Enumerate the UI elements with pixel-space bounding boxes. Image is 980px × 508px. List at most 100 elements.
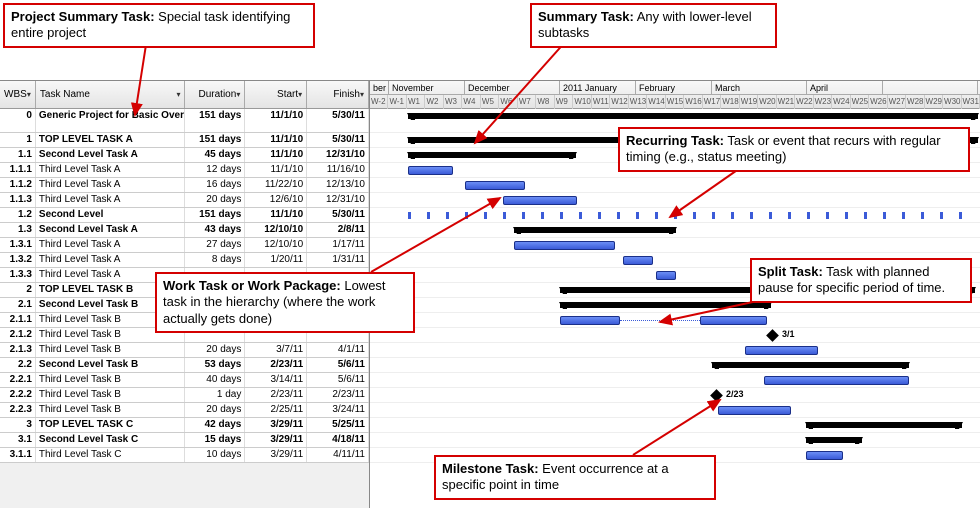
summary-bar[interactable] xyxy=(806,437,862,443)
summary-bar[interactable] xyxy=(560,302,771,308)
cell-start: 11/1/10 xyxy=(245,163,307,177)
table-row[interactable]: 1.2Second Level151 days11/1/105/30/11 xyxy=(0,208,369,223)
cell-wbs: 1.3.3 xyxy=(0,268,36,282)
cell-wbs: 2.2.2 xyxy=(0,388,36,402)
cell-wbs: 2.1 xyxy=(0,298,36,312)
work-bar[interactable] xyxy=(503,196,577,205)
work-bar[interactable] xyxy=(806,451,843,460)
timescale-month: April xyxy=(807,81,883,94)
table-row[interactable]: 3.1Second Level Task C15 days3/29/114/18… xyxy=(0,433,369,448)
work-bar[interactable] xyxy=(560,316,620,325)
timescale: berNovemberDecember2011 JanuaryFebruaryM… xyxy=(370,81,980,109)
timescale-week: W17 xyxy=(703,95,721,109)
callout-recurring: Recurring Task: Task or event that recur… xyxy=(618,127,970,172)
recurring-tick xyxy=(579,212,582,219)
table-row[interactable]: 3.1.1Third Level Task C10 days3/29/114/1… xyxy=(0,448,369,463)
cell-wbs: 2.1.1 xyxy=(0,313,36,327)
cell-start: 1/20/11 xyxy=(245,253,307,267)
table-row[interactable]: 2.2.1Third Level Task B40 days3/14/115/6… xyxy=(0,373,369,388)
cell-start: 3/29/11 xyxy=(245,418,307,432)
table-row[interactable]: 3TOP LEVEL TASK C42 days3/29/115/25/11 xyxy=(0,418,369,433)
col-header-name[interactable]: Task Name▾ xyxy=(36,81,186,108)
milestone-label: 2/23 xyxy=(726,389,744,399)
timescale-week: W6 xyxy=(499,95,517,109)
timescale-week: W4 xyxy=(462,95,480,109)
summary-bar[interactable] xyxy=(806,422,962,428)
gantt-row xyxy=(370,343,980,358)
cell-start: 11/1/10 xyxy=(245,148,307,162)
table-row[interactable]: 1.3.1Third Level Task A27 days12/10/101/… xyxy=(0,238,369,253)
table-row[interactable]: 2.2.3Third Level Task B20 days2/25/113/2… xyxy=(0,403,369,418)
cell-wbs: 1.3.1 xyxy=(0,238,36,252)
cell-wbs: 1.1 xyxy=(0,148,36,162)
table-row[interactable]: 1.1.1Third Level Task A12 days11/1/1011/… xyxy=(0,163,369,178)
summary-bar[interactable] xyxy=(712,362,909,368)
cell-name: Second Level Task C xyxy=(36,433,186,447)
col-header-finish[interactable]: Finish▾ xyxy=(307,81,369,108)
cell-wbs: 1.2 xyxy=(0,208,36,222)
col-start-label: Start xyxy=(277,89,298,100)
cell-name: Third Level Task A xyxy=(36,253,186,267)
col-header-wbs[interactable]: WBS▾ xyxy=(0,81,36,108)
work-bar[interactable] xyxy=(623,256,653,265)
table-row[interactable]: 1.1Second Level Task A45 days11/1/1012/3… xyxy=(0,148,369,163)
callout-work-package: Work Task or Work Package: Lowest task i… xyxy=(155,272,415,333)
work-bar[interactable] xyxy=(718,406,791,415)
callout-milestone: Milestone Task: Event occurrence at a sp… xyxy=(434,455,716,500)
recurring-tick xyxy=(427,212,430,219)
work-bar[interactable] xyxy=(514,241,615,250)
cell-finish: 1/17/11 xyxy=(307,238,369,252)
cell-wbs: 3 xyxy=(0,418,36,432)
timescale-month: December xyxy=(465,81,560,94)
cell-wbs: 2.1.2 xyxy=(0,328,36,342)
cell-name: Third Level Task B xyxy=(36,373,186,387)
table-row[interactable]: 2.2.2Third Level Task B1 day2/23/112/23/… xyxy=(0,388,369,403)
cell-start: 11/1/10 xyxy=(245,208,307,222)
recurring-tick xyxy=(465,212,468,219)
summary-bar[interactable] xyxy=(408,113,978,119)
table-row[interactable]: 1TOP LEVEL TASK A151 days11/1/105/30/11 xyxy=(0,133,369,148)
table-row[interactable]: 1.1.2Third Level Task A16 days11/22/1012… xyxy=(0,178,369,193)
table-row[interactable]: 2.2Second Level Task B53 days2/23/115/6/… xyxy=(0,358,369,373)
cell-duration: 15 days xyxy=(185,433,245,447)
work-bar[interactable] xyxy=(465,181,525,190)
callout-title: Work Task or Work Package: xyxy=(163,278,341,293)
cell-start: 11/1/10 xyxy=(245,133,307,147)
work-bar[interactable] xyxy=(700,316,767,325)
col-header-duration[interactable]: Duration▾ xyxy=(185,81,245,108)
cell-wbs: 3.1.1 xyxy=(0,448,36,462)
grid-header: WBS▾ Task Name▾ Duration▾ Start▾ Finish▾ xyxy=(0,81,369,109)
work-bar[interactable] xyxy=(408,166,453,175)
recurring-tick xyxy=(788,212,791,219)
recurring-tick xyxy=(864,212,867,219)
cell-wbs: 1 xyxy=(0,133,36,147)
col-finish-label: Finish xyxy=(333,89,360,100)
milestone-icon[interactable] xyxy=(710,389,723,402)
gantt-row xyxy=(370,373,980,388)
timescale-week: W30 xyxy=(943,95,961,109)
gantt-row xyxy=(370,433,980,448)
recurring-tick xyxy=(826,212,829,219)
timescale-week: W27 xyxy=(888,95,906,109)
work-bar[interactable] xyxy=(656,271,676,280)
cell-finish: 12/13/10 xyxy=(307,178,369,192)
table-row[interactable]: 1.1.3Third Level Task A20 days12/6/1012/… xyxy=(0,193,369,208)
timescale-month: February xyxy=(636,81,712,94)
table-row[interactable]: 1.3Second Level Task A43 days12/10/102/8… xyxy=(0,223,369,238)
cell-finish: 5/6/11 xyxy=(307,358,369,372)
table-row[interactable]: 1.3.2Third Level Task A8 days1/20/111/31… xyxy=(0,253,369,268)
table-row[interactable]: 2.1.3Third Level Task B20 days3/7/114/1/… xyxy=(0,343,369,358)
summary-bar[interactable] xyxy=(408,152,576,158)
work-bar[interactable] xyxy=(764,376,909,385)
table-row[interactable]: 0Generic Project for Basic Overview151 d… xyxy=(0,109,369,133)
recurring-tick xyxy=(883,212,886,219)
callout-title: Project Summary Task: xyxy=(11,9,155,24)
cell-finish: 11/16/10 xyxy=(307,163,369,177)
col-header-start[interactable]: Start▾ xyxy=(245,81,307,108)
summary-bar[interactable] xyxy=(514,227,676,233)
work-bar[interactable] xyxy=(745,346,818,355)
cell-wbs: 2.1.3 xyxy=(0,343,36,357)
recurring-tick xyxy=(902,212,905,219)
milestone-icon[interactable] xyxy=(766,329,779,342)
recurring-tick xyxy=(921,212,924,219)
